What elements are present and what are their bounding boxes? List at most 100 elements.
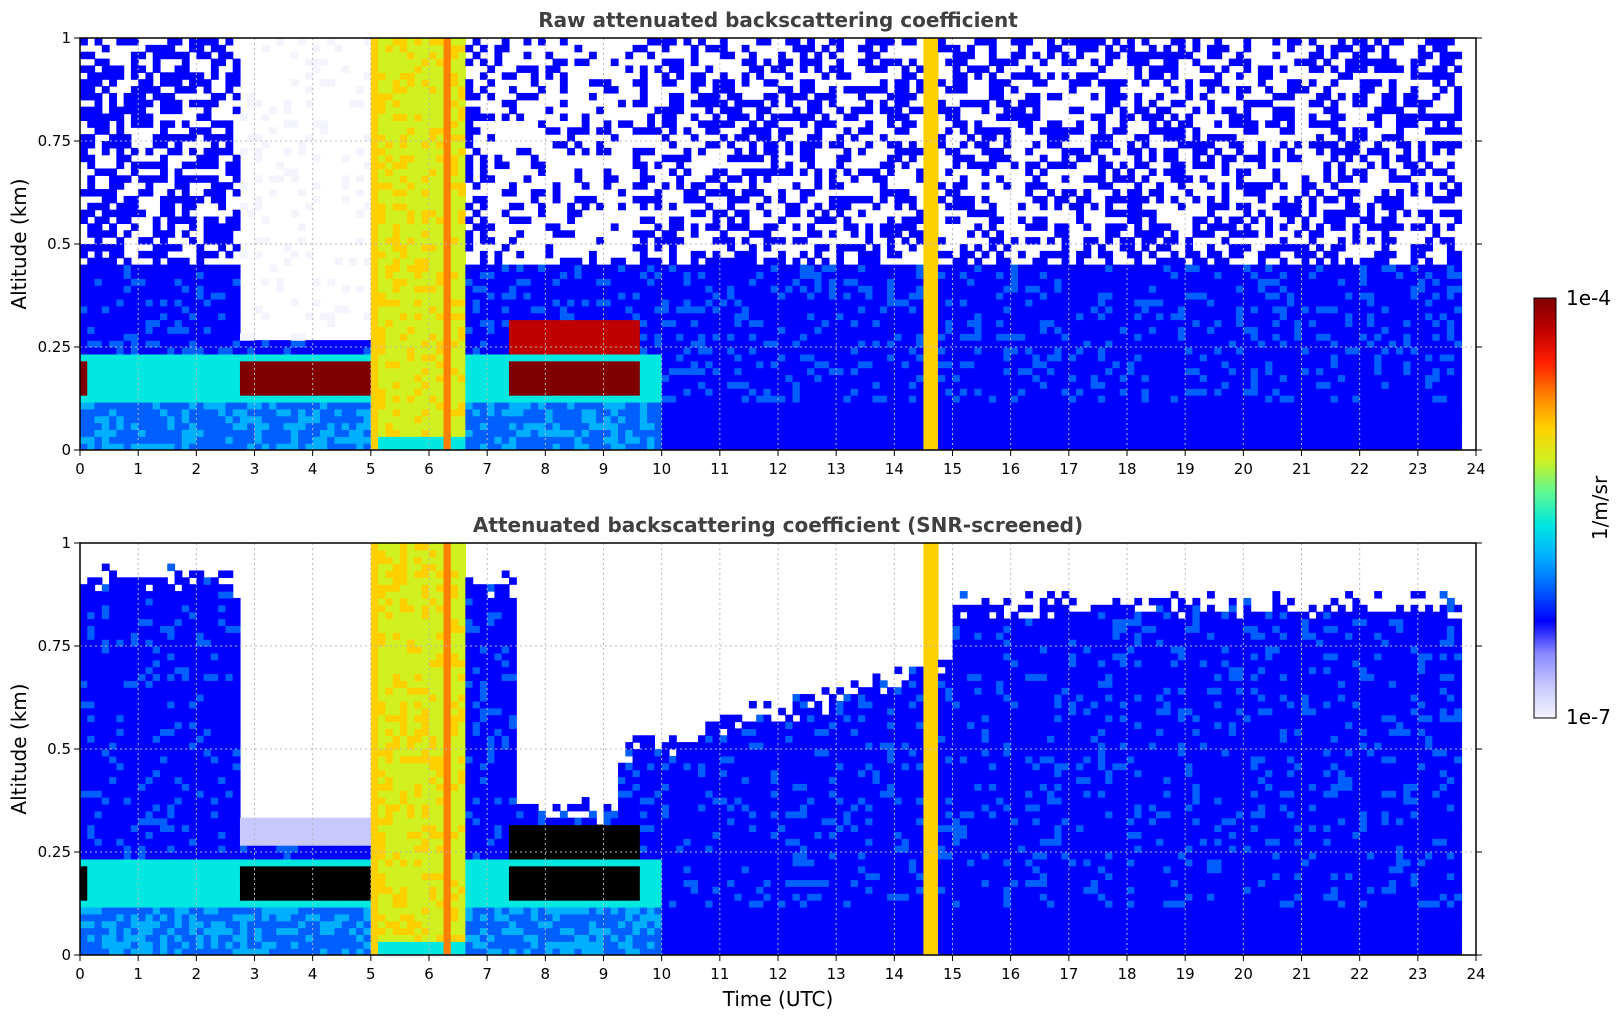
heatmap-cell bbox=[799, 147, 808, 156]
heatmap-cell bbox=[727, 415, 735, 424]
heatmap-cell bbox=[567, 202, 576, 211]
heatmap-cell bbox=[865, 388, 874, 396]
heatmap-cell bbox=[429, 244, 437, 252]
heatmap-cell bbox=[705, 92, 714, 101]
heatmap-cell bbox=[574, 415, 583, 424]
heatmap-cell bbox=[937, 182, 946, 190]
heatmap-cell bbox=[167, 395, 176, 403]
heatmap-cell bbox=[429, 415, 437, 424]
heatmap-cell bbox=[647, 175, 655, 183]
heatmap-cell bbox=[952, 44, 961, 53]
heatmap-cell bbox=[298, 388, 306, 396]
heatmap-cell bbox=[836, 347, 845, 355]
heatmap-cell bbox=[196, 408, 205, 417]
heatmap-cell bbox=[588, 305, 597, 314]
heatmap-cell bbox=[596, 443, 605, 450]
heatmap-cell bbox=[225, 147, 234, 156]
heatmap-cell bbox=[174, 195, 183, 204]
heatmap-cell bbox=[443, 237, 452, 245]
heatmap-cell bbox=[618, 278, 626, 286]
heatmap-cell bbox=[676, 415, 685, 424]
heatmap-cell bbox=[741, 381, 750, 389]
heatmap-cell bbox=[748, 340, 757, 348]
heatmap-cell bbox=[152, 326, 161, 334]
heatmap-cell bbox=[865, 381, 874, 389]
heatmap-cell bbox=[734, 257, 743, 266]
heatmap-cell bbox=[283, 168, 292, 176]
heatmap-cell bbox=[836, 182, 845, 190]
heatmap-cell bbox=[719, 134, 728, 142]
heatmap-cell bbox=[530, 401, 539, 410]
raw-backscatter-panel: Raw attenuated backscattering coefficien… bbox=[7, 8, 1486, 478]
heatmap-cell bbox=[312, 408, 321, 417]
heatmap-cell bbox=[101, 388, 110, 396]
heatmap-cell bbox=[189, 436, 197, 444]
heatmap-cell bbox=[734, 195, 743, 204]
heatmap-cell bbox=[385, 72, 394, 80]
heatmap-cell bbox=[450, 161, 459, 170]
heatmap-cell bbox=[559, 333, 568, 341]
heatmap-cell bbox=[429, 230, 437, 238]
heatmap-cell bbox=[530, 415, 539, 424]
heatmap-cell bbox=[239, 202, 248, 211]
heatmap-cell bbox=[269, 408, 277, 417]
heatmap-cell bbox=[436, 237, 445, 245]
heatmap-cell bbox=[683, 298, 692, 307]
heatmap-cell bbox=[923, 58, 932, 67]
heatmap-cell bbox=[770, 360, 779, 369]
heatmap-cell bbox=[109, 319, 117, 327]
heatmap-cell bbox=[741, 298, 750, 307]
heatmap-cell bbox=[647, 319, 655, 327]
heatmap-cell bbox=[727, 141, 735, 149]
heatmap-cell bbox=[378, 134, 386, 142]
heatmap-cell bbox=[850, 401, 859, 410]
heatmap-cell bbox=[508, 86, 517, 94]
heatmap-cell bbox=[465, 415, 474, 424]
heatmap-cell bbox=[872, 360, 881, 369]
heatmap-cell bbox=[94, 223, 103, 231]
heatmap-cell bbox=[181, 216, 190, 224]
heatmap-cell bbox=[421, 99, 430, 108]
heatmap-cell bbox=[581, 381, 590, 389]
heatmap-cell bbox=[101, 58, 110, 67]
heatmap-cell bbox=[443, 312, 452, 321]
heatmap-cell bbox=[254, 422, 263, 430]
heatmap-cell bbox=[87, 182, 96, 190]
heatmap-cell bbox=[516, 367, 525, 376]
heatmap-cell bbox=[763, 106, 772, 115]
heatmap-cell bbox=[865, 395, 874, 403]
heatmap-cell bbox=[952, 278, 961, 286]
heatmap-cell bbox=[574, 141, 583, 149]
heatmap-cell bbox=[232, 367, 241, 376]
heatmap-cell bbox=[210, 99, 219, 108]
heatmap-cell bbox=[450, 182, 459, 190]
heatmap-cell bbox=[828, 298, 837, 307]
heatmap-cell bbox=[843, 271, 852, 279]
heatmap-cell bbox=[887, 381, 895, 389]
heatmap-cell bbox=[734, 147, 743, 156]
heatmap-cell bbox=[269, 422, 277, 430]
heatmap-cell bbox=[865, 86, 874, 94]
heatmap-cell bbox=[974, 381, 983, 389]
heatmap-cell bbox=[610, 415, 619, 424]
heatmap-cell bbox=[719, 353, 728, 362]
heatmap-cell bbox=[254, 367, 263, 376]
heatmap-cell bbox=[807, 422, 815, 430]
heatmap-cell bbox=[785, 298, 794, 307]
heatmap-cell bbox=[334, 44, 343, 53]
heatmap-cell bbox=[887, 353, 895, 362]
heatmap-cell bbox=[414, 189, 423, 197]
heatmap-cell bbox=[421, 79, 430, 87]
heatmap-cell bbox=[130, 319, 139, 327]
heatmap-cell bbox=[705, 436, 714, 444]
heatmap-cell bbox=[603, 374, 612, 382]
heatmap-cell bbox=[458, 161, 466, 170]
heatmap-cell bbox=[159, 443, 168, 450]
heatmap-cell bbox=[857, 422, 866, 430]
heatmap-cell bbox=[770, 381, 779, 389]
heatmap-cell bbox=[152, 244, 161, 252]
heatmap-cell bbox=[80, 353, 88, 362]
heatmap-cell bbox=[203, 113, 212, 121]
heatmap-cell bbox=[756, 333, 765, 341]
heatmap-cell bbox=[741, 333, 750, 341]
